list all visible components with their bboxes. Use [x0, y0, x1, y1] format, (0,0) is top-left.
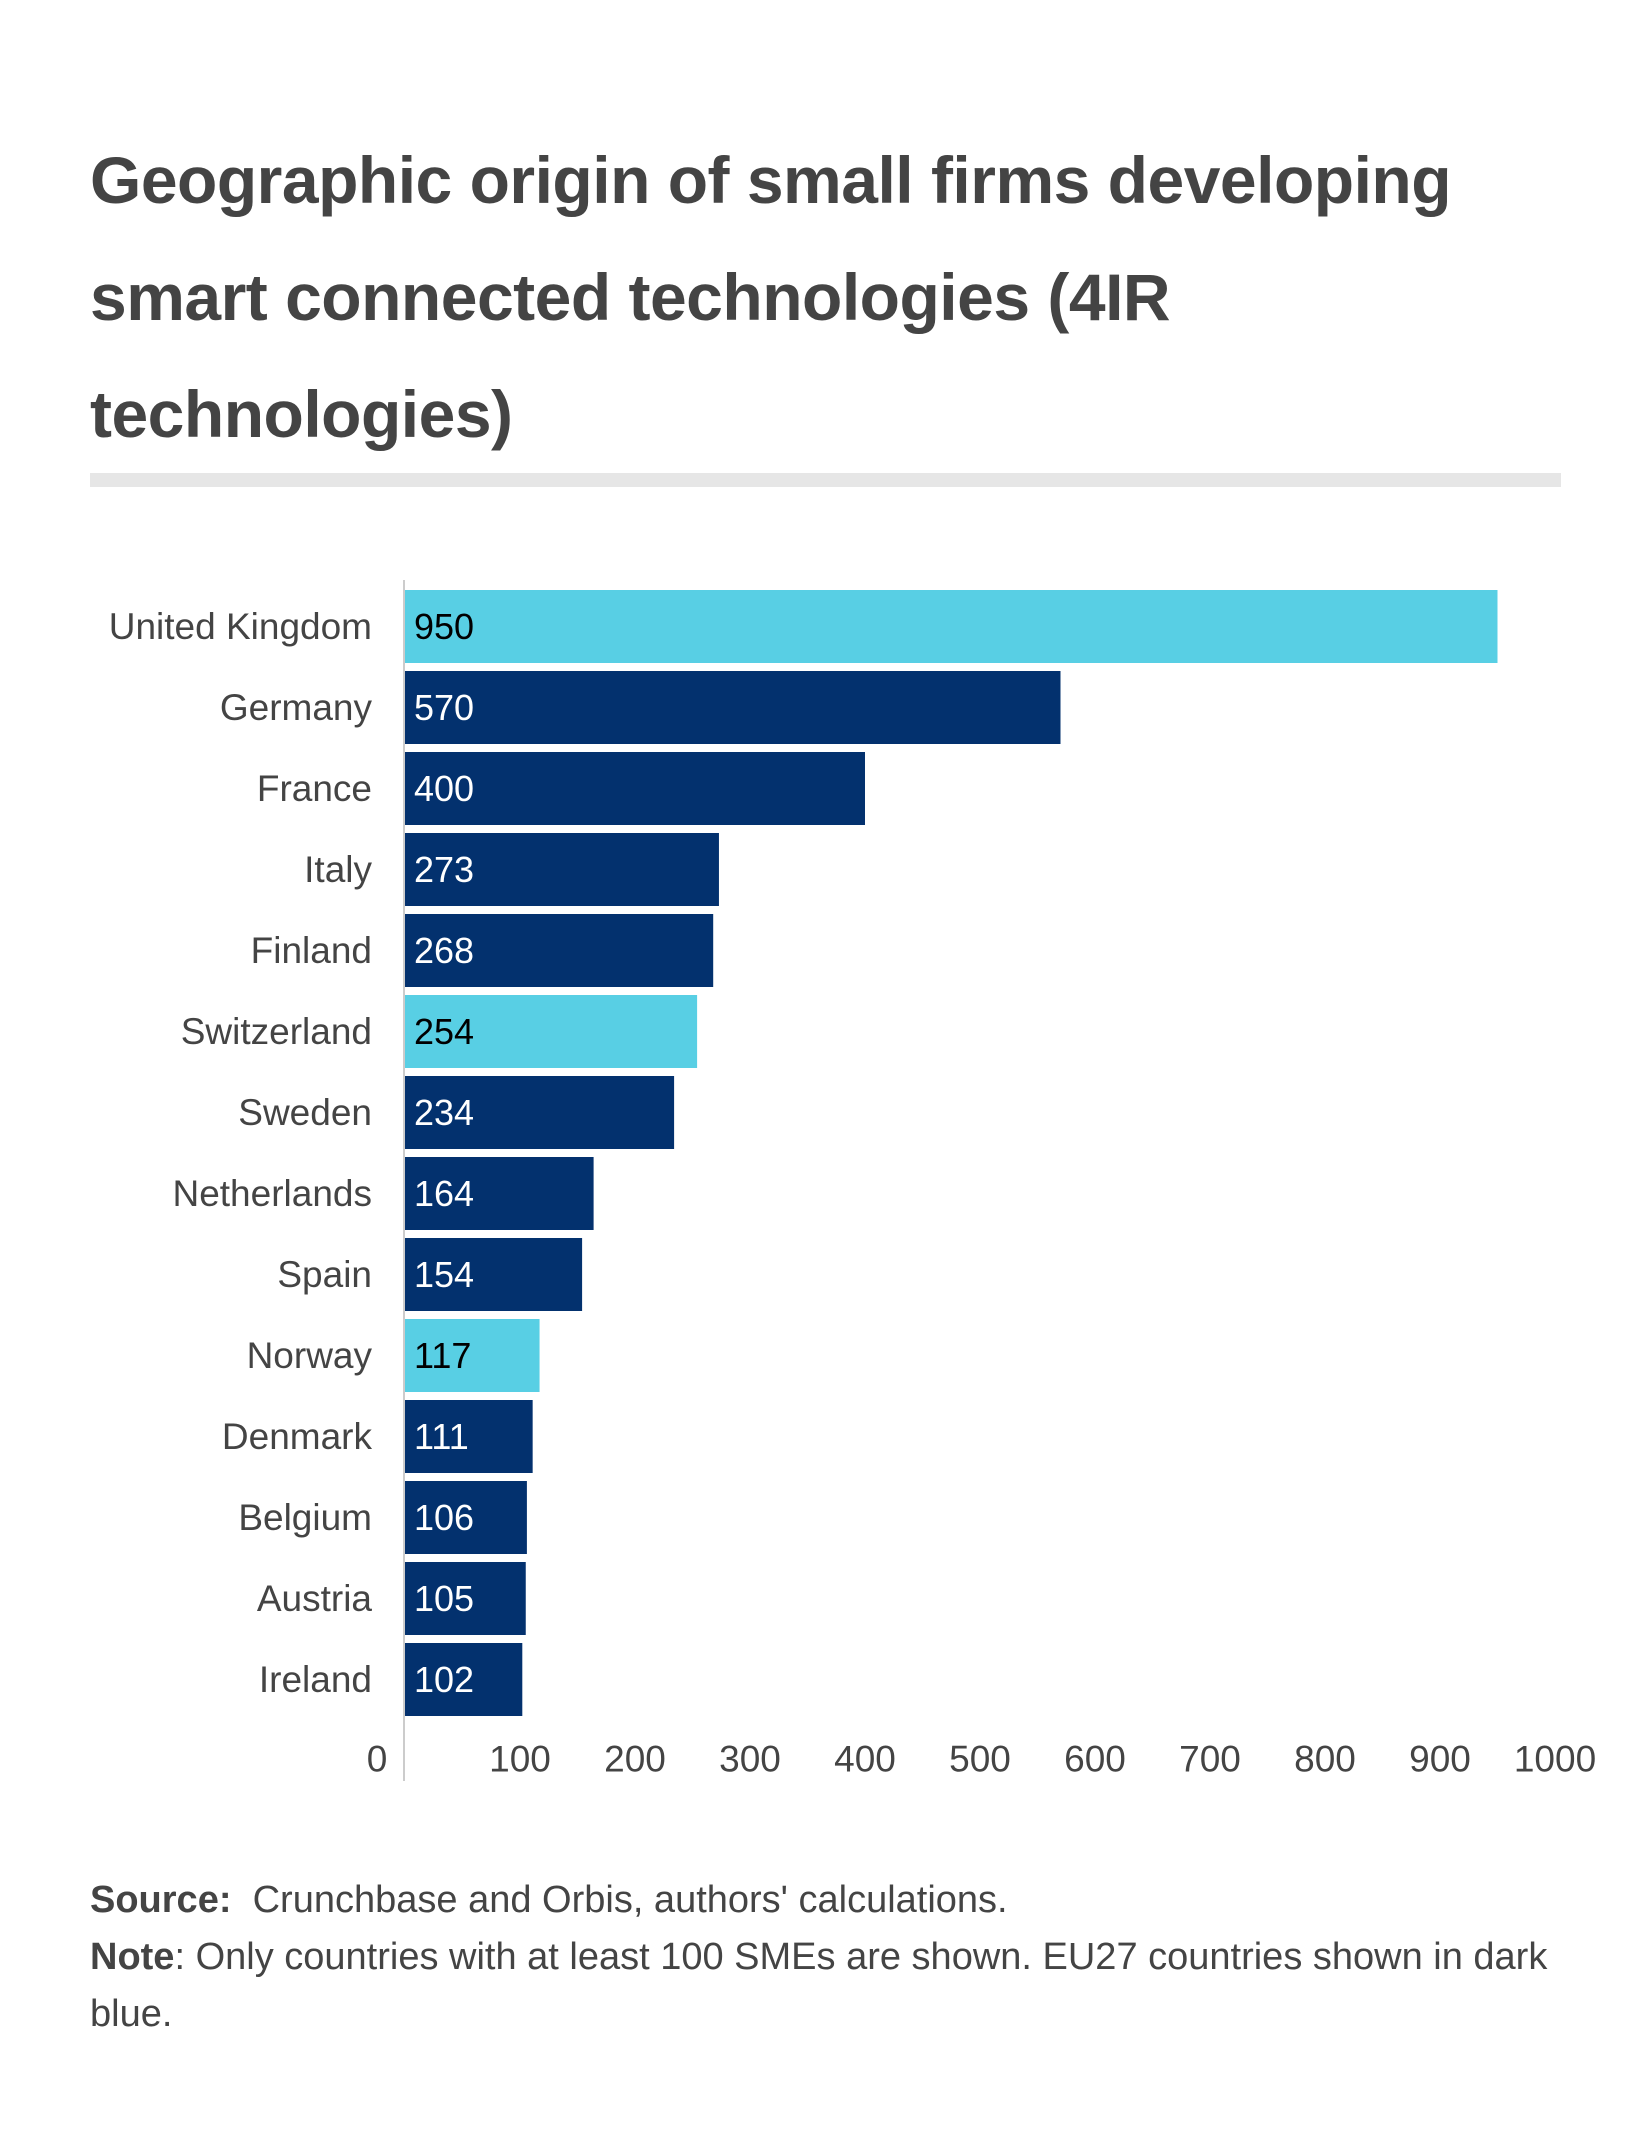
category-label-switzerland: Switzerland: [181, 1011, 372, 1052]
source-label: Source:: [90, 1879, 231, 1921]
x-tick-label-700: 700: [1179, 1739, 1241, 1780]
x-tick-label-1000: 1000: [1514, 1739, 1596, 1780]
note-text: : Only countries with at least 100 SMEs …: [90, 1936, 1547, 2035]
bars-group: [405, 590, 1498, 1716]
x-tick-label-200: 200: [604, 1739, 666, 1780]
category-label-sweden: Sweden: [238, 1092, 372, 1133]
bar-germany: [405, 671, 1061, 744]
x-tick-label-100: 100: [489, 1739, 551, 1780]
category-label-austria: Austria: [257, 1578, 373, 1619]
note-label: Note: [90, 1936, 174, 1978]
category-label-italy: Italy: [304, 849, 372, 890]
value-label-denmark: 111: [414, 1416, 469, 1457]
category-label-united-kingdom: United Kingdom: [109, 606, 372, 647]
note-line: Note: Only countries with at least 100 S…: [90, 1929, 1570, 2043]
value-label-switzerland: 254: [414, 1011, 474, 1052]
value-label-ireland: 102: [414, 1659, 474, 1700]
source-text: Crunchbase and Orbis, authors' calculati…: [253, 1879, 1008, 1921]
category-label-finland: Finland: [251, 930, 372, 971]
chart-notes: Source: Crunchbase and Orbis, authors' c…: [90, 1872, 1570, 2043]
category-labels: United Kingdom Germany France Italy Finland S…: [109, 606, 373, 1700]
category-label-netherlands: Netherlands: [172, 1173, 372, 1214]
category-label-france: France: [257, 768, 372, 809]
bar-united-kingdom: [405, 590, 1498, 663]
value-label-norway: 117: [414, 1335, 471, 1376]
value-label-germany: 570: [414, 687, 474, 728]
value-label-spain: 154: [414, 1254, 474, 1295]
value-label-finland: 268: [414, 930, 474, 971]
value-label-netherlands: 164: [414, 1173, 474, 1214]
title-divider: [90, 473, 1561, 487]
category-label-spain: Spain: [277, 1254, 372, 1295]
bar-chart: United Kingdom Germany France Italy Finland S…: [0, 560, 1650, 1800]
value-label-belgium: 106: [414, 1497, 474, 1538]
x-tick-label-600: 600: [1064, 1739, 1126, 1780]
value-label-italy: 273: [414, 849, 474, 890]
category-label-norway: Norway: [247, 1335, 373, 1376]
x-tick-label-0: 0: [367, 1739, 388, 1780]
value-labels: 950 570 400 273 268 254 234 164 154 117 111 106 105 1…: [414, 606, 474, 1700]
x-tick-label-500: 500: [949, 1739, 1011, 1780]
value-label-united-kingdom: 950: [414, 606, 474, 647]
chart-title: Geographic origin of small firms develop…: [90, 122, 1570, 473]
value-label-sweden: 234: [414, 1092, 474, 1133]
category-label-denmark: Denmark: [222, 1416, 373, 1457]
x-tick-label-400: 400: [834, 1739, 896, 1780]
x-tick-label-900: 900: [1409, 1739, 1471, 1780]
category-label-germany: Germany: [220, 687, 373, 728]
value-label-austria: 105: [414, 1578, 474, 1619]
source-line: Source: Crunchbase and Orbis, authors' c…: [90, 1872, 1570, 1929]
category-label-ireland: Ireland: [259, 1659, 372, 1700]
x-axis-ticks: 0 100 200 300 400 500 600 700 800 900 1000: [367, 1739, 1596, 1780]
value-label-france: 400: [414, 768, 474, 809]
x-tick-label-300: 300: [719, 1739, 781, 1780]
x-tick-label-800: 800: [1294, 1739, 1356, 1780]
category-label-belgium: Belgium: [238, 1497, 372, 1538]
